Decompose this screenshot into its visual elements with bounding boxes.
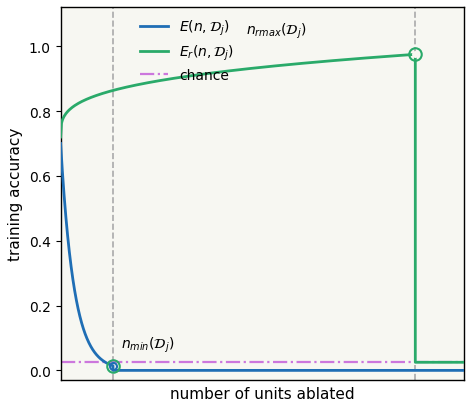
Text: $n_{rmax}(\mathcal{D}_j)$: $n_{rmax}(\mathcal{D}_j)$	[246, 21, 306, 40]
Legend: $E(n, \mathcal{D}_j)$, $E_r(n, \mathcal{D}_j)$, chance: $E(n, \mathcal{D}_j)$, $E_r(n, \mathcal{…	[140, 19, 234, 83]
Y-axis label: training accuracy: training accuracy	[8, 128, 23, 261]
X-axis label: number of units ablated: number of units ablated	[170, 386, 354, 401]
Text: $n_{min}(\mathcal{D}_j)$: $n_{min}(\mathcal{D}_j)$	[121, 335, 175, 354]
